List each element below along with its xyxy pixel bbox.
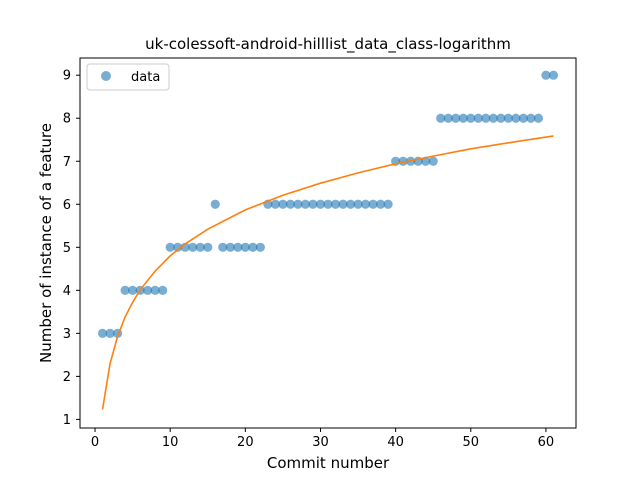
data-point — [345, 199, 356, 209]
legend-label: data — [131, 70, 160, 85]
data-point — [270, 199, 280, 209]
data-point — [548, 70, 559, 80]
data-point — [353, 199, 363, 209]
data-point — [300, 199, 311, 209]
data-point — [285, 199, 296, 209]
data-point — [240, 242, 250, 252]
data-point — [511, 113, 521, 123]
data-point — [308, 199, 318, 209]
y-tick-label: 4 — [63, 284, 71, 299]
data-point — [203, 242, 213, 252]
chart-title: uk-colessoft-android-hilllist_data_class… — [145, 35, 511, 54]
y-tick-label: 2 — [63, 370, 71, 385]
data-point — [383, 199, 393, 209]
x-axis-title: Commit number — [267, 454, 390, 472]
data-point — [360, 199, 371, 209]
data-point — [97, 328, 108, 338]
data-point — [315, 199, 326, 209]
data-point — [526, 113, 536, 123]
data-point — [173, 242, 183, 252]
data-point — [451, 113, 461, 123]
data-point — [165, 242, 175, 252]
x-tick-label: 60 — [538, 435, 555, 450]
y-tick-label: 5 — [63, 241, 71, 256]
x-tick-label: 50 — [463, 435, 480, 450]
data-point — [458, 113, 468, 123]
data-point — [488, 113, 498, 123]
data-point — [466, 113, 476, 123]
data-point — [330, 199, 341, 209]
data-point — [255, 242, 265, 252]
data-point — [188, 242, 198, 252]
data-point — [473, 113, 483, 123]
x-tick-label: 10 — [162, 435, 179, 450]
data-point — [428, 156, 438, 166]
x-tick-label: 0 — [91, 435, 99, 450]
data-point — [503, 113, 513, 123]
data-point — [398, 156, 408, 166]
y-axis-title: Number of instance of a feature — [37, 123, 55, 363]
data-point — [293, 199, 303, 209]
data-point — [421, 156, 431, 166]
data-point — [533, 113, 544, 123]
data-point — [518, 113, 528, 123]
data-point — [218, 242, 228, 252]
data-point — [143, 285, 153, 295]
x-axis: 0 10 20 30 40 50 60 — [91, 428, 554, 450]
y-tick-label: 9 — [63, 69, 71, 84]
data-point — [248, 242, 258, 252]
data-point — [128, 285, 138, 295]
legend: data — [86, 63, 170, 91]
data-point — [150, 285, 160, 295]
x-tick-label: 20 — [237, 435, 254, 450]
data-point — [436, 113, 446, 123]
y-tick-label: 3 — [63, 327, 71, 342]
data-point — [233, 242, 243, 252]
data-point — [323, 199, 333, 209]
data-point — [158, 285, 168, 295]
y-tick-label: 6 — [63, 198, 71, 213]
y-tick-label: 1 — [63, 413, 71, 428]
legend-frame — [86, 63, 170, 91]
data-point — [225, 242, 235, 252]
data-point — [338, 199, 348, 209]
data-point — [105, 328, 115, 338]
data-point — [443, 113, 453, 123]
data-point — [120, 285, 130, 295]
data-point — [481, 113, 491, 123]
y-tick-label: 8 — [63, 112, 71, 127]
data-point — [210, 199, 220, 209]
series-layer — [97, 70, 559, 410]
y-axis: 1 2 3 4 5 6 7 8 9 — [63, 69, 80, 428]
y-tick-label: 7 — [63, 155, 71, 170]
data-point — [195, 242, 205, 252]
data-point — [278, 199, 288, 209]
data-point — [368, 199, 378, 209]
x-tick-label: 40 — [387, 435, 404, 450]
fit-curve-line — [101, 135, 554, 410]
data-point — [376, 199, 386, 209]
legend-marker — [101, 71, 111, 81]
plot-area — [79, 57, 577, 429]
data-point — [541, 70, 551, 80]
data-point — [496, 113, 506, 123]
axes-frame — [79, 57, 577, 429]
x-tick-label: 30 — [312, 435, 329, 450]
